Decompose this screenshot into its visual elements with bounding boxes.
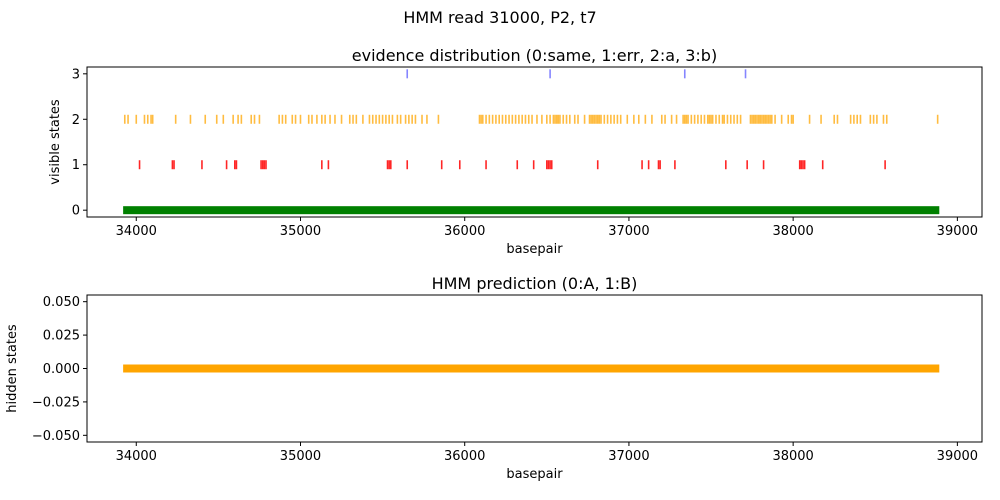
x-tick-label-1-2: 36000 [444,449,485,464]
state-0-band [123,206,940,215]
evidence-panel: 34000 35000 36000 37000 38000 39000 0 1 2 3 eviden… [48,46,983,257]
x-tick-label-0-1: 35000 [280,224,321,239]
y-tick-label-0-1: 1 [72,158,80,173]
x-tick-label-1-4: 38000 [772,449,813,464]
axes-title-1: HMM prediction (0:A, 1:B) [432,274,638,293]
x-axis-label-0: basepair [506,242,563,257]
x-tick-label-0-5: 39000 [937,224,978,239]
y-axis-label-1: hidden states [5,324,20,413]
x-tick-label-1-5: 39000 [937,449,978,464]
x-tick-label-0-3: 37000 [608,224,649,239]
y-tick-label-1-1: −0.025 [32,395,80,410]
y-tick-label-1-3: 0.025 [43,329,80,344]
x-axis-label-1: basepair [506,467,563,482]
x-tick-label-0-4: 38000 [772,224,813,239]
x-tick-label-1-3: 37000 [608,449,649,464]
axes-title-0: evidence distribution (0:same, 1:err, 2:… [352,46,717,65]
y-tick-label-0-3: 3 [72,67,80,82]
y-tick-label-1-2: 0.000 [43,362,80,377]
y-tick-label-1-0: −0.050 [32,429,80,444]
x-tick-label-1-1: 35000 [280,449,321,464]
x-tick-label-1-0: 34000 [116,449,157,464]
figure-suptitle: HMM read 31000, P2, t7 [403,8,596,27]
x-tick-label-0-0: 34000 [116,224,157,239]
y-axis-label-0: visible states [48,99,63,185]
prediction-panel: 34000 35000 36000 37000 38000 39000 −0.050 −0.0… [5,274,983,482]
y-tick-label-1-4: 0.050 [43,295,80,310]
axes-frame-0 [86,66,983,218]
y-tick-label-0-0: 0 [72,204,80,219]
y-tick-label-0-2: 2 [72,113,80,128]
x-tick-label-0-2: 36000 [444,224,485,239]
